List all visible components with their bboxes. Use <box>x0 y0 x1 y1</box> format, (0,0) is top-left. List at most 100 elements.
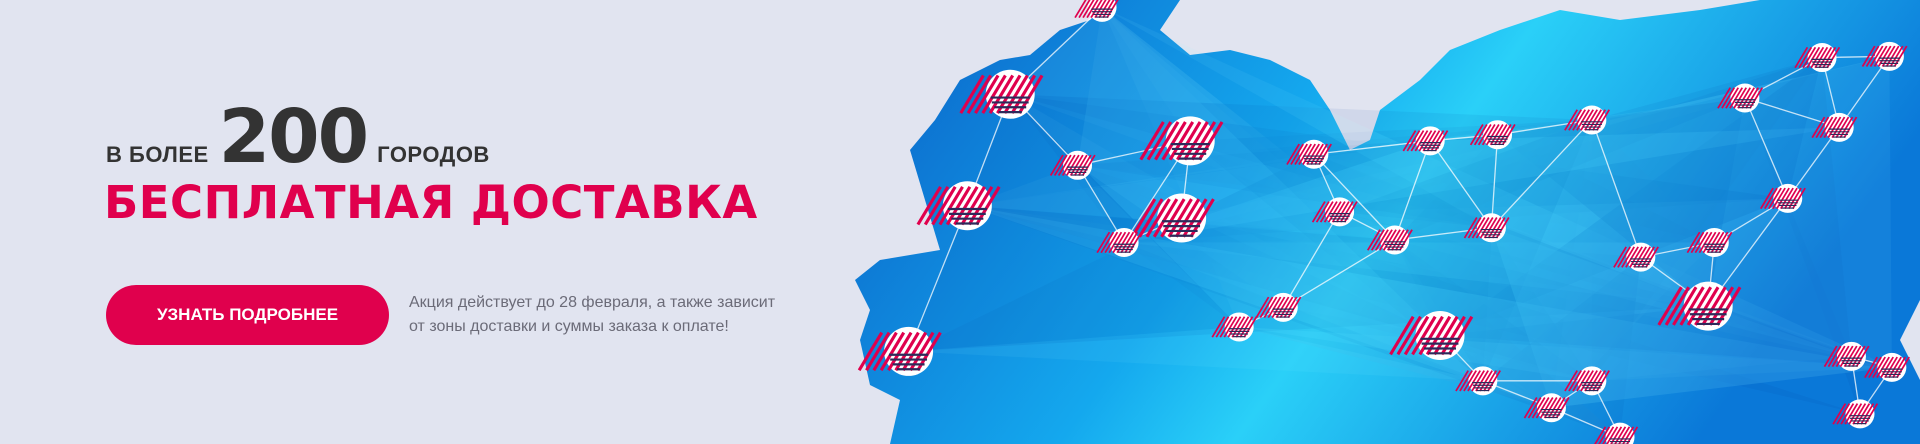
promo-note-line: Акция действует до 28 февраля, а также з… <box>409 294 776 311</box>
map-facet <box>1102 7 1892 368</box>
map-facet <box>1077 7 1441 336</box>
map-facet <box>1077 120 1715 243</box>
route-line <box>1282 239 1396 308</box>
company-logo-icon <box>1463 213 1509 243</box>
route-line <box>1313 153 1396 241</box>
map-facet <box>908 326 1483 381</box>
company-logo-icon <box>1367 225 1413 255</box>
promo-note-line: от зоны доставки и суммы заказа к оплате… <box>409 318 729 335</box>
map-facet <box>1124 240 1621 438</box>
map-facet <box>1394 127 1840 241</box>
headline-prefix: В БОЛЕЕ <box>106 142 209 167</box>
company-logo-icon <box>1470 120 1516 150</box>
map-facet <box>1440 306 1892 368</box>
company-logo-icon <box>1211 312 1257 342</box>
map-facet <box>967 205 1709 336</box>
company-logo-icon <box>1564 105 1610 135</box>
company-logo-icon <box>1255 292 1301 322</box>
headline: В БОЛЕЕ 200 ГОРОДОВ <box>106 100 490 174</box>
map-facet <box>1102 7 1395 241</box>
company-logo-icon <box>1139 116 1224 166</box>
route-line <box>1490 134 1499 228</box>
company-logo-icon <box>1074 0 1120 22</box>
map-facet <box>967 165 1125 243</box>
company-logo-icon <box>1823 341 1869 371</box>
map-facet <box>1440 57 1823 336</box>
route-line <box>1429 140 1492 229</box>
company-logo-icon <box>1312 197 1358 227</box>
map-facet <box>1313 154 1852 357</box>
company-logo-icon <box>1130 193 1215 243</box>
map-facet <box>967 205 1621 438</box>
company-logo-icon <box>1717 83 1763 113</box>
route-line <box>1490 119 1593 229</box>
headline-suffix: ГОРОДОВ <box>377 142 490 167</box>
map-facet <box>967 205 1892 368</box>
company-logo-icon <box>1832 399 1878 429</box>
map-facet <box>1591 57 1823 381</box>
map-facet <box>1339 57 1852 357</box>
map-facet <box>1283 120 1592 381</box>
map-facet <box>1339 198 1788 307</box>
company-logo-icon <box>1050 150 1096 180</box>
company-logo-icon <box>1286 139 1332 169</box>
map-facet <box>908 94 1240 352</box>
map-facet <box>1482 127 1840 381</box>
company-logo-icon <box>1096 227 1142 257</box>
map-facet <box>967 120 1641 258</box>
company-logo-icon <box>1794 43 1840 73</box>
map-facet <box>967 140 1431 206</box>
company-logo-icon <box>1613 242 1659 272</box>
company-logo-icon <box>916 181 1001 231</box>
company-logo-icon <box>1861 41 1907 71</box>
route-line <box>1744 97 1840 128</box>
map-facet <box>1102 7 1395 327</box>
route-line <box>907 205 968 352</box>
route-line <box>1077 164 1125 243</box>
map-facet <box>1077 165 1441 336</box>
route-line <box>1591 119 1642 258</box>
company-logo-icon <box>1389 311 1474 361</box>
map-facet <box>1482 257 1641 438</box>
map-facet <box>1394 97 1745 241</box>
map-facet <box>1313 154 1892 368</box>
map-facet <box>1190 140 1552 408</box>
map-facet <box>967 205 1441 336</box>
map-facet <box>1394 240 1892 368</box>
map-facet <box>1010 94 1552 408</box>
route-line <box>1744 97 1789 199</box>
map-facet <box>1010 94 1240 327</box>
route-line <box>1313 140 1431 155</box>
company-logo-icon <box>1864 352 1910 382</box>
promo-note: Акция действует до 28 февраля, а также з… <box>409 291 829 339</box>
cities-count: 200 <box>218 94 369 180</box>
company-logo-icon <box>1455 366 1501 396</box>
map-facet <box>1010 7 1340 212</box>
map-facet <box>1313 97 1745 212</box>
map-facet <box>1313 134 1715 243</box>
route-line <box>1282 211 1341 308</box>
route-line <box>1394 140 1431 241</box>
company-logo-icon <box>1592 422 1638 444</box>
company-logo-icon <box>1564 366 1610 396</box>
route-line <box>1787 126 1840 199</box>
route-line <box>1394 227 1492 241</box>
learn-more-button[interactable]: УЗНАТЬ ПОДРОБНЕЕ <box>106 285 389 345</box>
map-facet <box>1124 56 1890 243</box>
company-logo-icon <box>1402 126 1448 156</box>
map-landmass <box>855 0 1920 444</box>
map-facet <box>1124 242 1552 408</box>
company-logo-icon <box>1811 112 1857 142</box>
map-facet <box>1124 242 1715 307</box>
free-delivery-title: БЕСПЛАТНАЯ ДОСТАВКА <box>104 176 758 229</box>
company-logo-icon <box>1523 393 1569 423</box>
map-facet <box>1339 120 1592 228</box>
map-facet <box>1239 326 1892 381</box>
map-facet <box>1077 165 1861 414</box>
map-facet <box>908 154 1709 352</box>
company-logo-icon <box>857 326 942 376</box>
route-line <box>1497 119 1592 136</box>
company-logo-icon <box>1760 183 1806 213</box>
map-facet <box>967 205 1892 408</box>
